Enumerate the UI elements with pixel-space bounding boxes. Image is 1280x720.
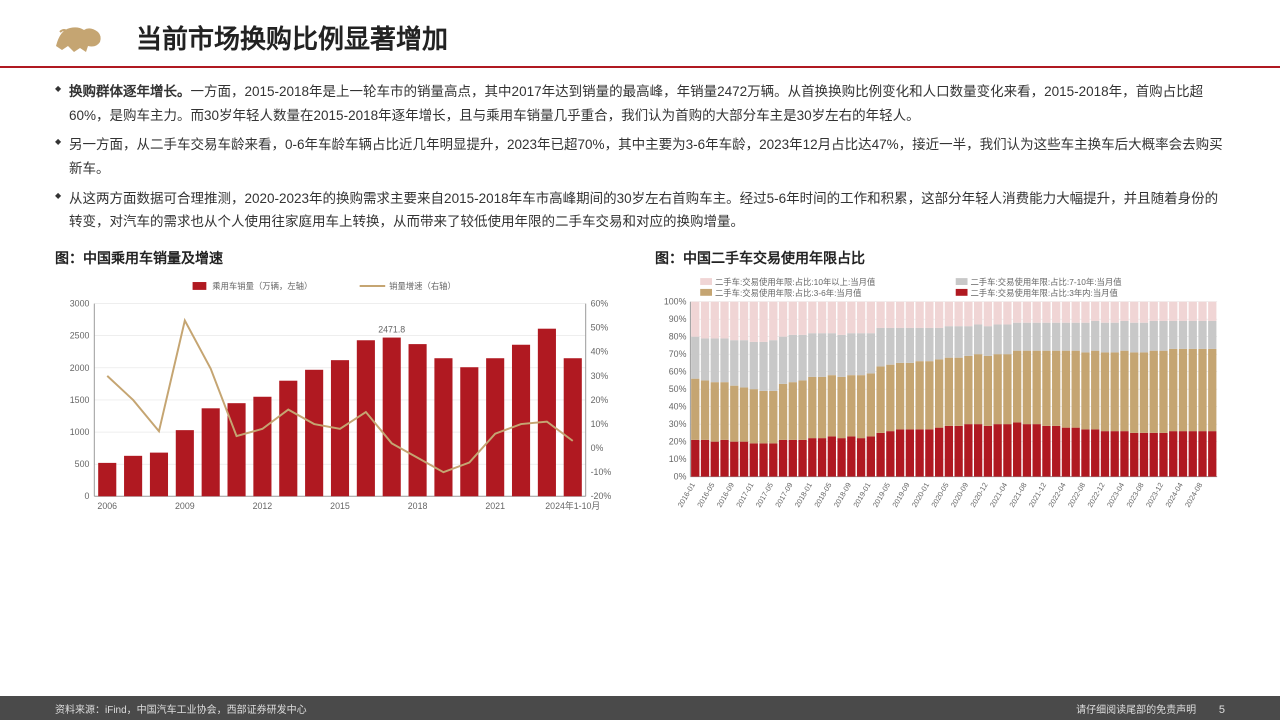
svg-text:2023-12: 2023-12 (1144, 481, 1165, 509)
svg-text:2023-08: 2023-08 (1124, 481, 1145, 509)
chart2-title: 图：中国二手车交易使用年限占比 (655, 248, 1225, 268)
svg-text:2017-01: 2017-01 (734, 481, 755, 509)
svg-text:30%: 30% (591, 371, 609, 381)
svg-text:60%: 60% (591, 298, 609, 308)
footer-right: 请仔细阅读尾部的免责声明 5 (1076, 701, 1225, 716)
svg-text:二手车:交易使用年限:占比:10年以上:当月值: 二手车:交易使用年限:占比:10年以上:当月值 (715, 277, 875, 287)
charts-row: 图：中国乘用车销量及增速 乘用车销量（万辆，左轴） 销量增速（右轴） 0 500 100… (0, 248, 1280, 527)
header: 当前市场换购比例显著增加 (0, 0, 1280, 68)
svg-text:2021-12: 2021-12 (1027, 481, 1048, 509)
svg-text:2017-09: 2017-09 (773, 481, 794, 509)
svg-text:2023-04: 2023-04 (1105, 481, 1126, 509)
svg-text:2006: 2006 (97, 501, 117, 511)
svg-text:二手车:交易使用年限:占比:7-10年:当月值: 二手车:交易使用年限:占比:7-10年:当月值 (970, 277, 1121, 287)
svg-text:2016-05: 2016-05 (695, 481, 716, 509)
svg-text:2018-05: 2018-05 (812, 481, 833, 509)
page-number: 5 (1219, 704, 1225, 716)
svg-text:20%: 20% (669, 436, 687, 446)
svg-text:1500: 1500 (70, 395, 90, 405)
svg-text:销量增速（右轴）: 销量增速（右轴） (389, 281, 456, 291)
svg-text:2021-08: 2021-08 (1007, 481, 1028, 509)
svg-text:3000: 3000 (70, 298, 90, 308)
svg-text:二手车:交易使用年限:占比:3年内:当月值: 二手车:交易使用年限:占比:3年内:当月值 (970, 288, 1117, 298)
svg-text:2019-01: 2019-01 (851, 481, 872, 509)
svg-text:二手车:交易使用年限:占比:3-6年:当月值: 二手车:交易使用年限:占比:3-6年:当月值 (715, 288, 862, 298)
svg-text:2020-05: 2020-05 (929, 481, 950, 509)
svg-text:70%: 70% (669, 349, 687, 359)
chart1-svg: 乘用车销量（万辆，左轴） 销量增速（右轴） 0 500 1000 1500 2000 2500… (55, 274, 625, 522)
svg-text:-20%: -20% (591, 491, 612, 501)
svg-text:30%: 30% (669, 419, 687, 429)
footer: 资料来源：iFind，中国汽车工业协会，西部证券研发中心 请仔细阅读尾部的免责声… (0, 696, 1280, 720)
svg-text:2022-04: 2022-04 (1046, 481, 1067, 509)
svg-text:2022-08: 2022-08 (1066, 481, 1087, 509)
svg-text:1000: 1000 (70, 427, 90, 437)
svg-text:20%: 20% (591, 395, 609, 405)
svg-text:0%: 0% (591, 443, 604, 453)
svg-text:0%: 0% (674, 471, 687, 481)
chart1-title: 图：中国乘用车销量及增速 (55, 248, 625, 268)
svg-text:40%: 40% (669, 401, 687, 411)
svg-text:2015: 2015 (330, 501, 350, 511)
chart-right: 图：中国二手车交易使用年限占比 二手车:交易使用年限:占比:10年以上:当月值二… (655, 248, 1225, 527)
bullet-item: 从这两方面数据可合理推测，2020-2023年的换购需求主要来自2015-201… (55, 187, 1225, 234)
svg-text:0: 0 (84, 491, 89, 501)
page-title: 当前市场换购比例显著增加 (136, 19, 448, 56)
svg-text:50%: 50% (669, 384, 687, 394)
svg-text:90%: 90% (669, 314, 687, 324)
svg-text:40%: 40% (591, 347, 609, 357)
svg-text:2021-04: 2021-04 (988, 481, 1009, 509)
svg-text:2009: 2009 (175, 501, 195, 511)
svg-text:2000: 2000 (70, 363, 90, 373)
body-text: 换购群体逐年增长。一方面，2015-2018年是上一轮车市的销量高点，其中201… (0, 68, 1280, 248)
svg-text:2022-12: 2022-12 (1085, 481, 1106, 509)
svg-text:-10%: -10% (591, 467, 612, 477)
svg-text:2012: 2012 (253, 501, 273, 511)
svg-text:2500: 2500 (70, 330, 90, 340)
logo-icon (50, 18, 106, 56)
svg-text:2024-08: 2024-08 (1183, 481, 1204, 509)
svg-text:2024年1-10月: 2024年1-10月 (545, 500, 600, 511)
svg-text:2020-01: 2020-01 (910, 481, 931, 509)
svg-text:100%: 100% (664, 296, 687, 306)
svg-text:乘用车销量（万辆，左轴）: 乘用车销量（万辆，左轴） (212, 281, 312, 291)
chart2-svg: 二手车:交易使用年限:占比:10年以上:当月值 二手车:交易使用年限:占比:7-1… (655, 274, 1225, 522)
svg-text:2020-09: 2020-09 (949, 481, 970, 509)
bullet-item: 换购群体逐年增长。一方面，2015-2018年是上一轮车市的销量高点，其中201… (55, 80, 1225, 127)
svg-text:50%: 50% (591, 322, 609, 332)
svg-text:2021: 2021 (485, 501, 505, 511)
svg-text:500: 500 (75, 459, 90, 469)
svg-text:2024-04: 2024-04 (1163, 481, 1184, 509)
svg-text:80%: 80% (669, 331, 687, 341)
svg-text:2018-09: 2018-09 (832, 481, 853, 509)
svg-text:2016-09: 2016-09 (715, 481, 736, 509)
svg-text:2018-01: 2018-01 (793, 481, 814, 509)
svg-text:2020-12: 2020-12 (968, 481, 989, 509)
svg-text:2018: 2018 (408, 501, 428, 511)
svg-text:10%: 10% (591, 419, 609, 429)
svg-text:2019-09: 2019-09 (890, 481, 911, 509)
svg-text:2471.8: 2471.8 (378, 324, 405, 334)
svg-text:10%: 10% (669, 454, 687, 464)
svg-text:2016-01: 2016-01 (676, 481, 697, 509)
svg-text:2017-05: 2017-05 (754, 481, 775, 509)
svg-text:2019-05: 2019-05 (871, 481, 892, 509)
svg-text:60%: 60% (669, 366, 687, 376)
chart-left: 图：中国乘用车销量及增速 乘用车销量（万辆，左轴） 销量增速（右轴） 0 500 100… (55, 248, 625, 527)
footer-source: 资料来源：iFind，中国汽车工业协会，西部证券研发中心 (55, 701, 307, 716)
bullet-item: 另一方面，从二手车交易车龄来看，0-6年车龄车辆占比近几年明显提升，2023年已… (55, 133, 1225, 180)
